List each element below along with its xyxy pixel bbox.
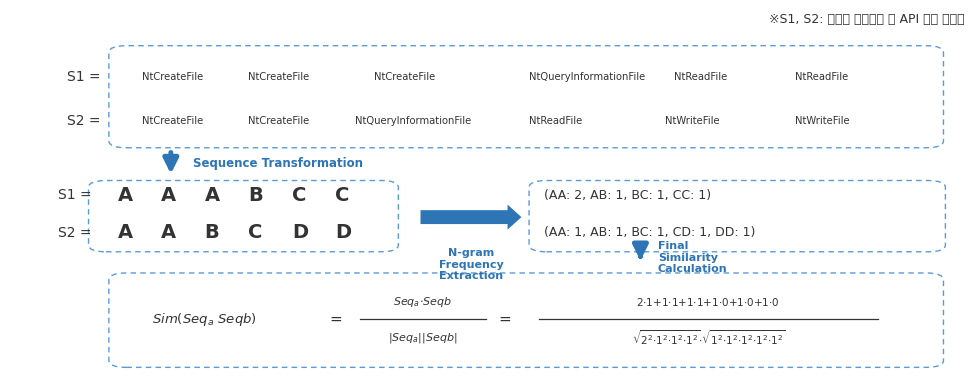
Text: =: = bbox=[329, 312, 342, 327]
Text: NtReadFile: NtReadFile bbox=[795, 71, 849, 81]
Text: $Seq_a{\cdot}Seqb$: $Seq_a{\cdot}Seqb$ bbox=[393, 295, 452, 309]
FancyBboxPatch shape bbox=[529, 180, 946, 252]
Text: $|Seq_a||Seqb|$: $|Seq_a||Seqb|$ bbox=[387, 331, 457, 345]
Text: NtWriteFile: NtWriteFile bbox=[664, 116, 720, 126]
Text: A: A bbox=[117, 185, 133, 204]
FancyBboxPatch shape bbox=[88, 180, 398, 252]
Text: NtQueryInformationFile: NtQueryInformationFile bbox=[529, 71, 646, 81]
Text: C: C bbox=[292, 185, 306, 204]
Text: =: = bbox=[498, 312, 512, 327]
Text: (AA: 1, AB: 1, BC: 1, CD: 1, DD: 1): (AA: 1, AB: 1, BC: 1, CD: 1, DD: 1) bbox=[544, 226, 755, 239]
Text: NtReadFile: NtReadFile bbox=[529, 116, 583, 126]
Text: D: D bbox=[335, 223, 352, 242]
Text: $\sqrt{2^2{\cdot}1^2{\cdot}1^2{\cdot}1^2}{\cdot}\sqrt{1^2{\cdot}1^2{\cdot}1^2{\c: $\sqrt{2^2{\cdot}1^2{\cdot}1^2{\cdot}1^2… bbox=[631, 329, 785, 347]
Text: NtCreateFile: NtCreateFile bbox=[142, 116, 203, 126]
Text: A: A bbox=[161, 185, 177, 204]
Text: D: D bbox=[292, 223, 308, 242]
Text: $2{\cdot}1{+}1{\cdot}1{+}1{\cdot}1{+}1{\cdot}0{+}1{\cdot}0{+}1{\cdot}0$: $2{\cdot}1{+}1{\cdot}1{+}1{\cdot}1{+}1{\… bbox=[636, 296, 780, 308]
Text: C: C bbox=[249, 223, 263, 242]
Text: (AA: 2, AB: 1, BC: 1, CC: 1): (AA: 2, AB: 1, BC: 1, CC: 1) bbox=[544, 189, 711, 202]
Text: C: C bbox=[335, 185, 350, 204]
FancyArrowPatch shape bbox=[420, 204, 521, 230]
Text: A: A bbox=[205, 185, 219, 204]
Text: NtCreateFile: NtCreateFile bbox=[249, 71, 310, 81]
Text: S1 =: S1 = bbox=[67, 69, 101, 83]
Text: ※S1, S2: 유사도 산출대상 각 API 코드 시퀘스: ※S1, S2: 유사도 산출대상 각 API 코드 시퀘스 bbox=[769, 13, 965, 26]
FancyBboxPatch shape bbox=[109, 46, 944, 148]
Text: NtCreateFile: NtCreateFile bbox=[249, 116, 310, 126]
Text: NtQueryInformationFile: NtQueryInformationFile bbox=[354, 116, 471, 126]
Text: NtWriteFile: NtWriteFile bbox=[795, 116, 850, 126]
Text: N-gram
Frequency
Extraction: N-gram Frequency Extraction bbox=[439, 248, 503, 281]
Text: Sequence Transformation: Sequence Transformation bbox=[193, 158, 363, 170]
Text: S2 =: S2 = bbox=[57, 225, 91, 239]
Text: B: B bbox=[249, 185, 263, 204]
Text: S1 =: S1 = bbox=[57, 188, 91, 202]
Text: A: A bbox=[117, 223, 133, 242]
Text: A: A bbox=[161, 223, 177, 242]
Text: Final
Similarity
Calculation: Final Similarity Calculation bbox=[657, 241, 727, 274]
FancyBboxPatch shape bbox=[109, 273, 944, 367]
Text: B: B bbox=[205, 223, 219, 242]
Text: NtReadFile: NtReadFile bbox=[674, 71, 727, 81]
Text: S2 =: S2 = bbox=[67, 114, 101, 128]
Text: $Sim(Seq_a\ Seqb)$: $Sim(Seq_a\ Seqb)$ bbox=[152, 311, 257, 328]
Text: NtCreateFile: NtCreateFile bbox=[142, 71, 203, 81]
Text: NtCreateFile: NtCreateFile bbox=[374, 71, 435, 81]
